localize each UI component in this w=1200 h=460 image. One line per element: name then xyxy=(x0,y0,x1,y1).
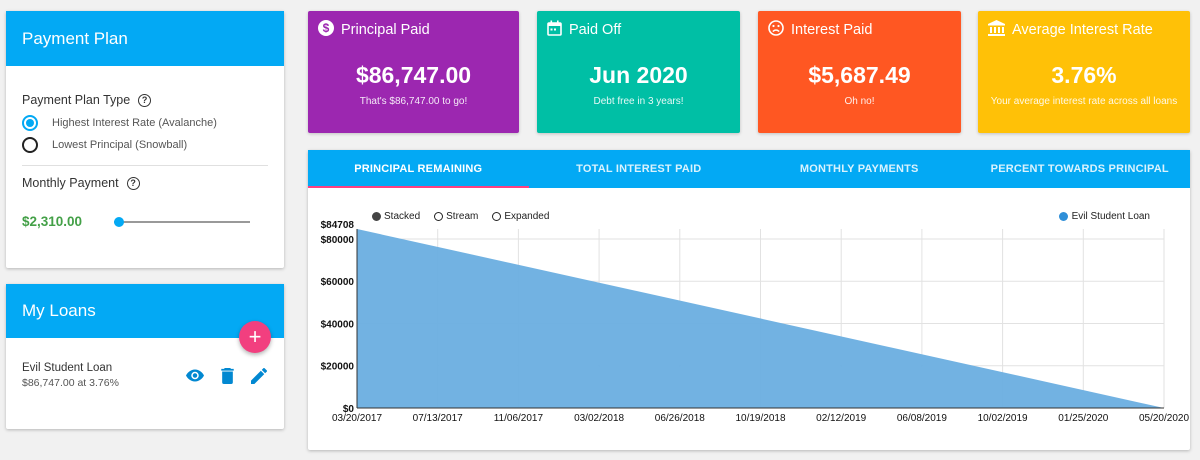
radio-snowball[interactable] xyxy=(22,137,38,153)
monthly-payment-label: Monthly Payment xyxy=(22,176,119,190)
tab-total-interest-paid[interactable]: TOTAL INTEREST PAID xyxy=(576,163,702,175)
tile-title: Average Interest Rate xyxy=(1012,22,1153,38)
tile-value: $86,747.00 xyxy=(355,62,472,88)
x-tick-label: 03/20/2017 xyxy=(332,413,382,424)
y-tick-label: $80000 xyxy=(321,235,355,246)
chart-tabs: PRINCIPAL REMAINING TOTAL INTEREST PAID … xyxy=(308,150,1190,188)
tile-subtitle: Debt free in 3 years! xyxy=(593,96,684,107)
tile-title: Interest Paid xyxy=(791,22,873,38)
y-tick-label: $60000 xyxy=(321,277,355,288)
plan-option-snowball-label: Lowest Principal (Snowball) xyxy=(52,139,188,151)
view-icon[interactable] xyxy=(186,367,204,385)
x-tick-label: 10/02/2019 xyxy=(978,413,1028,424)
x-tick-label: 11/06/2017 xyxy=(494,413,544,424)
tile-subtitle: Oh no! xyxy=(844,96,875,107)
y-tick-label: $20000 xyxy=(321,362,355,373)
tile-subtitle: Your average interest rate across all lo… xyxy=(990,96,1178,107)
x-tick-label: 10/19/2018 xyxy=(735,413,785,424)
help-icon[interactable]: ? xyxy=(138,93,152,107)
bank-icon xyxy=(988,20,1005,40)
monthly-payment-row: Monthly Payment ? xyxy=(22,176,268,190)
y-tick-label: $40000 xyxy=(321,319,355,330)
control-expanded-label: Expanded xyxy=(504,211,550,222)
monthly-payment-control: $2,310.00 xyxy=(22,214,268,229)
tile-value: $5,687.49 xyxy=(808,62,911,88)
plan-option-snowball[interactable]: Lowest Principal (Snowball) xyxy=(22,137,268,153)
dollar-icon: $ xyxy=(318,20,334,40)
help-icon[interactable]: ? xyxy=(126,176,140,190)
x-tick-label: 06/08/2019 xyxy=(897,413,947,424)
calendar-icon xyxy=(547,20,562,40)
x-tick-label: 01/25/2020 xyxy=(1058,413,1108,424)
radio-avalanche[interactable] xyxy=(22,115,38,131)
monthly-payment-value: $2,310.00 xyxy=(22,214,83,229)
tab-principal-remaining[interactable]: PRINCIPAL REMAINING xyxy=(308,150,529,188)
monthly-payment-slider[interactable] xyxy=(114,216,250,228)
tile-title: Paid Off xyxy=(569,22,622,38)
tile-title: Principal Paid xyxy=(341,22,430,38)
slider-thumb[interactable] xyxy=(114,216,124,227)
plan-type-row: Payment Plan Type ? xyxy=(22,93,268,107)
tab-percent-towards-principal[interactable]: PERCENT TOWARDS PRINCIPAL xyxy=(990,163,1169,175)
plan-type-label: Payment Plan Type xyxy=(22,93,131,107)
sad-face-icon xyxy=(768,20,784,40)
tile-value: 3.76% xyxy=(1051,62,1117,88)
loan-name: Evil Student Loan xyxy=(22,362,113,374)
x-tick-label: 03/02/2018 xyxy=(574,413,624,424)
divider xyxy=(22,165,268,166)
payment-plan-card: Payment Plan Payment Plan Type ? Highest… xyxy=(6,11,284,268)
payment-plan-header: Payment Plan xyxy=(6,11,284,66)
tab-monthly-payments[interactable]: MONTHLY PAYMENTS xyxy=(799,163,919,175)
y-tick-label: $0 xyxy=(343,404,355,415)
legend-dot xyxy=(1058,212,1068,221)
control-stacked-label: Stacked xyxy=(384,211,421,222)
loan-item: Evil Student Loan $86,747.00 at 3.76% xyxy=(6,338,284,389)
edit-icon[interactable] xyxy=(250,367,268,385)
x-tick-label: 05/20/2020 xyxy=(1139,413,1189,424)
control-stream-dot[interactable] xyxy=(434,212,444,221)
slider-track xyxy=(114,220,250,223)
control-stacked[interactable]: Stacked xyxy=(372,211,420,222)
tile-subtitle: That's $86,747.00 to go! xyxy=(359,96,468,107)
my-loans-title: My Loans xyxy=(22,301,96,320)
control-stacked-dot[interactable] xyxy=(372,212,381,221)
chart-style-controls: Stacked Stream Expanded xyxy=(372,211,549,222)
my-loans-header: My Loans xyxy=(6,284,284,338)
control-expanded[interactable]: Expanded xyxy=(492,211,549,222)
paid-off-tile: Paid Off Jun 2020 Debt free in 3 years! xyxy=(537,11,740,133)
x-tick-label: 06/26/2018 xyxy=(655,413,705,424)
delete-icon[interactable] xyxy=(218,367,236,385)
loan-detail: $86,747.00 at 3.76% xyxy=(22,377,119,389)
add-loan-button[interactable]: + xyxy=(239,321,271,353)
control-expanded-dot[interactable] xyxy=(492,212,502,221)
plan-option-avalanche[interactable]: Highest Interest Rate (Avalanche) xyxy=(22,115,268,131)
svg-text:$: $ xyxy=(323,21,330,35)
principal-remaining-chart: $0 $20000 $40000 $60000 $80000 $84708 03/20/20… xyxy=(321,220,1190,424)
my-loans-card: My Loans + Evil Student Loan $86,747.00 … xyxy=(6,284,284,429)
x-tick-label: 02/12/2019 xyxy=(816,413,866,424)
average-interest-rate-tile: Average Interest Rate 3.76% Your average… xyxy=(978,11,1190,133)
control-stream-label: Stream xyxy=(446,211,479,222)
chart-card: PRINCIPAL REMAINING TOTAL INTEREST PAID … xyxy=(308,150,1190,450)
control-stream[interactable]: Stream xyxy=(434,211,478,222)
interest-paid-tile: Interest Paid $5,687.49 Oh no! xyxy=(758,11,961,133)
area-series xyxy=(357,229,1164,408)
x-tick-label: 07/13/2017 xyxy=(413,413,463,424)
y-tick-label: $84708 xyxy=(321,220,355,231)
plan-option-avalanche-label: Highest Interest Rate (Avalanche) xyxy=(52,117,217,129)
legend-label: Evil Student Loan xyxy=(1071,211,1150,222)
payment-plan-title: Payment Plan xyxy=(22,28,128,48)
chart-legend[interactable]: Evil Student Loan xyxy=(1058,211,1150,222)
add-icon: + xyxy=(248,324,262,349)
tile-value: Jun 2020 xyxy=(589,62,688,88)
principal-paid-tile: $ Principal Paid $86,747.00 That's $86,7… xyxy=(308,11,519,133)
